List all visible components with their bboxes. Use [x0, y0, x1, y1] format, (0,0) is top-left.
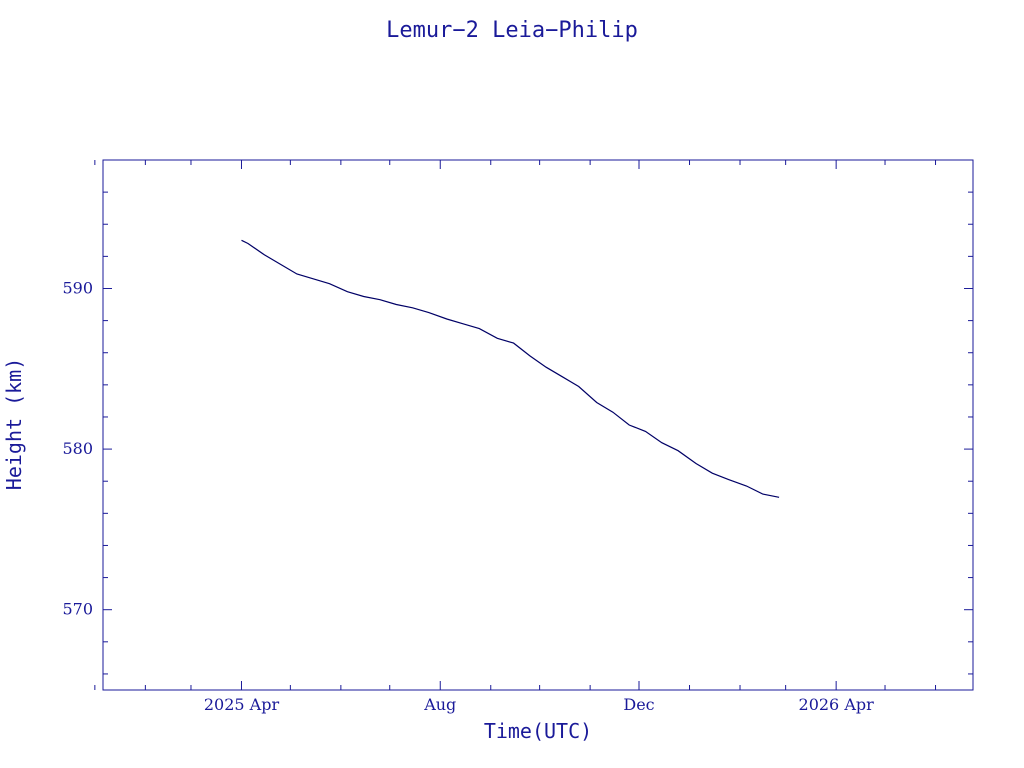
x-tick-label: Dec [623, 695, 654, 714]
x-axis-label: Time(UTC) [484, 719, 592, 743]
x-tick-label: Aug [423, 695, 456, 714]
y-tick-label: 590 [62, 278, 93, 297]
axes: 2025 Apr Aug Dec 2026 Apr 570 580 590 [62, 159, 974, 714]
chart-title: Lemur−2 Leia−Philip [386, 18, 638, 43]
x-tick-label: 2026 Apr [799, 695, 875, 714]
y-tick-label: 570 [62, 600, 93, 619]
plot-frame [102, 159, 974, 691]
y-tick-label: 580 [62, 439, 93, 458]
x-tick-label: 2025 Apr [204, 695, 280, 714]
plot-area [241, 239, 780, 498]
series-line-0 [241, 239, 780, 498]
y-axis-label: Height (km) [2, 358, 26, 490]
